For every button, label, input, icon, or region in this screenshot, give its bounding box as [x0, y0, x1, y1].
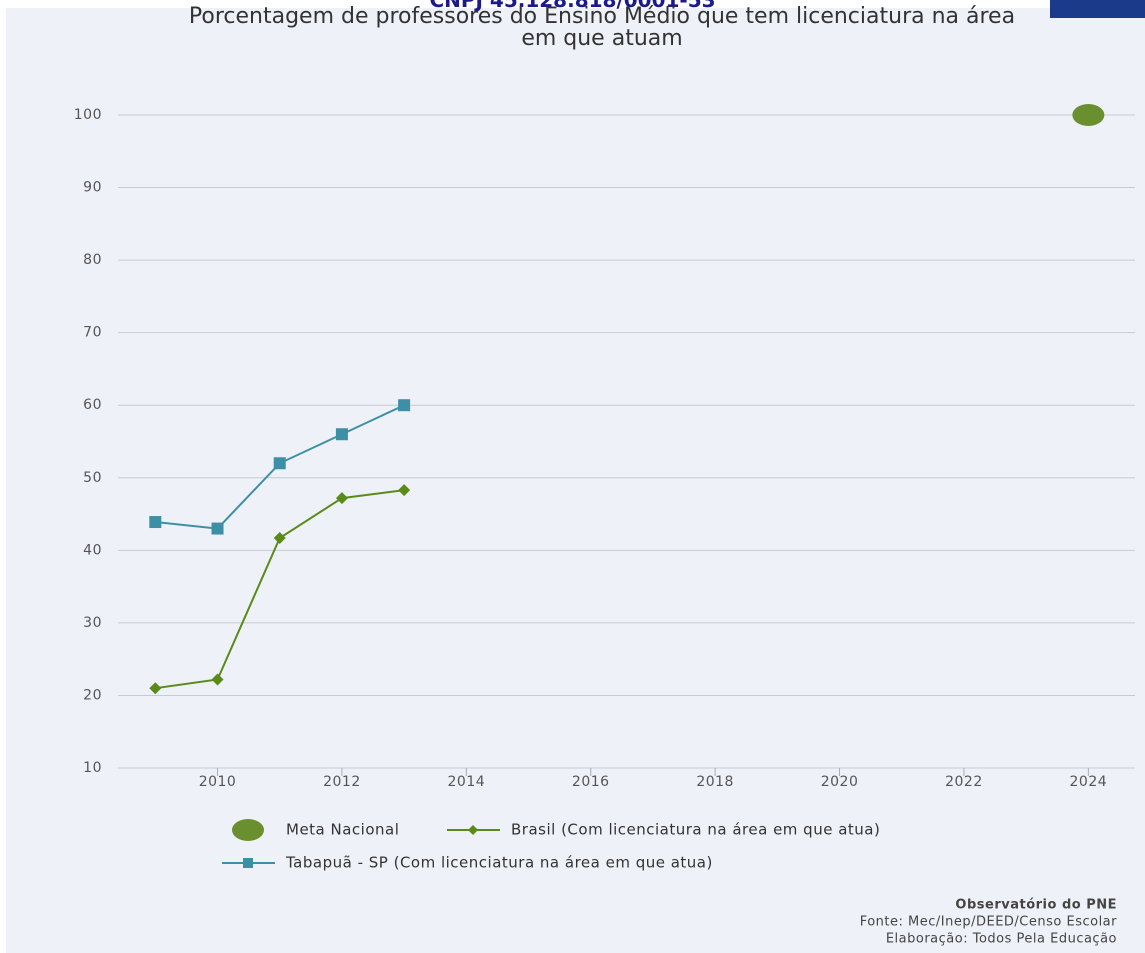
y-tick-label: 30 [83, 615, 102, 631]
legend-label: Brasil (Com licenciatura na área em que … [511, 821, 880, 839]
y-tick-label: 90 [83, 180, 102, 196]
data-point [211, 522, 224, 535]
logo [1050, 0, 1145, 18]
x-tick-label: 2018 [696, 774, 734, 790]
x-tick-label: 2014 [448, 774, 486, 790]
x-tick-label: 2012 [323, 774, 361, 790]
legend-marker [232, 819, 264, 841]
data-point [335, 492, 348, 505]
y-tick-label: 40 [83, 542, 102, 558]
y-tick-label: 60 [83, 397, 102, 413]
y-tick-label: 20 [83, 687, 102, 703]
x-tick-label: 2020 [821, 774, 859, 790]
x-tick-label: 2010 [199, 774, 237, 790]
legend-marker [243, 858, 253, 868]
y-tick-label: 100 [74, 107, 102, 123]
credit: Elaboração: Todos Pela Educação [886, 932, 1117, 947]
y-tick-label: 10 [83, 760, 102, 776]
data-point [398, 399, 411, 412]
chart-background [6, 8, 1145, 953]
credit: Observatório do PNE [955, 898, 1117, 913]
legend-label: Meta Nacional [286, 821, 399, 839]
data-point [335, 428, 348, 441]
legend-marker [468, 825, 478, 835]
x-tick-label: 2016 [572, 774, 610, 790]
x-tick-label: 2022 [945, 774, 983, 790]
data-point [149, 516, 162, 529]
data-point [149, 682, 162, 695]
header-text: CNPJ 45.128.818/0001-53 [429, 0, 716, 12]
x-tick-label: 2024 [1070, 774, 1108, 790]
chart-title: Porcentagem de professores do Ensino Méd… [188, 4, 1016, 51]
data-point [1072, 104, 1105, 126]
data-point [398, 484, 411, 497]
legend-label: Tabapuã - SP (Com licenciatura na área e… [285, 854, 713, 872]
y-tick-label: 50 [83, 470, 102, 486]
data-point [273, 531, 286, 544]
y-tick-label: 70 [83, 325, 102, 341]
credit: Fonte: Mec/Inep/DEED/Censo Escolar [860, 915, 1117, 930]
data-point [211, 673, 224, 686]
data-point [273, 457, 286, 470]
y-tick-label: 80 [83, 252, 102, 268]
